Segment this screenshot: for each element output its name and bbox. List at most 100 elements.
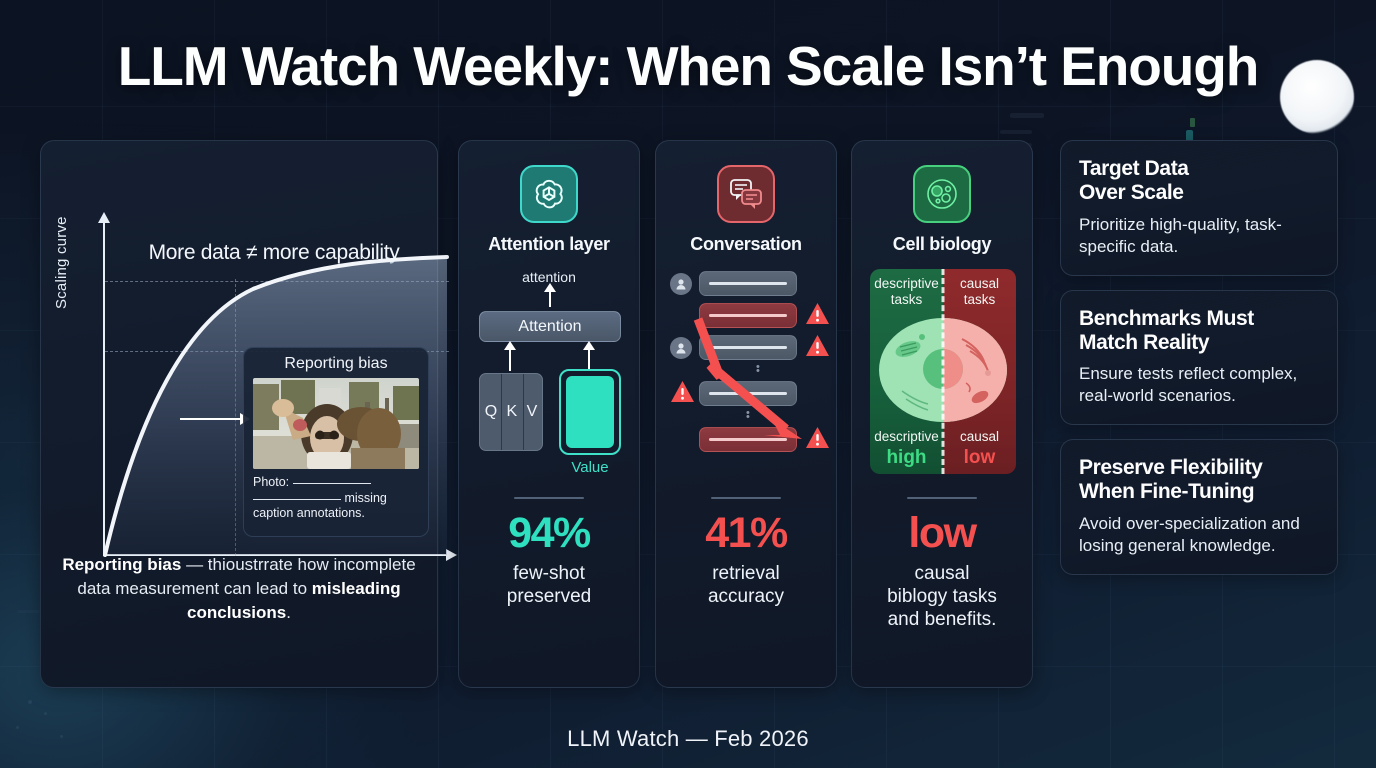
qkv-block: Q K V [479, 373, 543, 451]
takeaway-card-target-data[interactable]: Target Data Over Scale Prioritize high-q… [1060, 140, 1338, 276]
chart-title: More data ≠ more capability [148, 241, 400, 264]
caption-period: . [286, 603, 291, 623]
caption-blank [253, 498, 341, 500]
attention-diagram: attention Attention Q K V Value [471, 269, 627, 487]
k-label: K [506, 403, 518, 420]
chat-bubbles-icon [717, 165, 775, 223]
caption-blank [292, 483, 371, 484]
background-artifact [28, 700, 32, 704]
reporting-bias-inset: Reporting bias [243, 347, 429, 537]
scaling-curve-panel: Scaling curve More data ≠ more capabilit… [40, 140, 457, 688]
background-artifact [60, 735, 63, 738]
conversation-panel: Conversation [655, 140, 837, 688]
conversation-row [699, 303, 797, 328]
stat-value: 94% [508, 509, 591, 557]
takeaway-card-flexibility[interactable]: Preserve Flexibility When Fine-Tuning Av… [1060, 439, 1338, 575]
warning-icon [805, 334, 830, 362]
stat-label-line-1: retrieval [712, 563, 780, 584]
stat-label-line-3: and benefits. [887, 609, 997, 631]
descriptive-bottom-label: descriptive [874, 429, 939, 444]
arrow-up-icon [583, 341, 595, 371]
split-divider [941, 269, 945, 474]
takeaways-sidebar: Target Data Over Scale Prioritize high-q… [1060, 140, 1338, 589]
chart-panel-caption: Reporting bias — thioustrrate how incomp… [57, 553, 421, 625]
stat-label-line-1: causal [914, 563, 970, 584]
descriptive-tasks-label: descriptive tasks [874, 276, 939, 308]
caption-bold-tail: misleading conclusions [187, 579, 401, 623]
cell-biology-icon [913, 165, 971, 223]
conversation-row [670, 271, 797, 296]
scaling-chart: Scaling curve More data ≠ more capabilit… [53, 159, 457, 561]
attention-output-label: attention [522, 269, 576, 285]
inset-title: Reporting bias [284, 355, 388, 372]
arrow-up-icon [544, 283, 556, 307]
chart-callout-arrow [180, 413, 250, 425]
background-artifact [1000, 130, 1032, 134]
avatar [670, 272, 692, 295]
causal-bottom-label: causal [959, 429, 1000, 444]
warning-icon [805, 426, 830, 454]
ellipsis-dots: • • [756, 361, 760, 377]
stat-value: low [908, 509, 977, 557]
stat-value: 41% [705, 509, 788, 557]
arrow-up-icon [504, 341, 516, 371]
background-artifact [1190, 118, 1195, 127]
reporting-bias-photo [253, 378, 419, 469]
inset-caption: Photo: missing caption annotations. [253, 475, 419, 522]
background-artifact [1186, 130, 1193, 144]
page-title: LLM Watch Weekly: When Scale Isn’t Enoug… [117, 35, 1260, 97]
panel-title: Conversation [690, 234, 802, 254]
divider [514, 497, 584, 499]
card-title-line-2: Over Scale [1079, 181, 1184, 205]
background-artifact [44, 712, 47, 715]
panel-title: Attention layer [488, 234, 610, 254]
message-bubble [699, 271, 797, 296]
takeaway-card-benchmarks[interactable]: Benchmarks Must Match Reality Ensure tes… [1060, 289, 1338, 426]
card-body: Ensure tests reflect complex, real-world… [1079, 364, 1298, 406]
conversation-diagram: • • • • [668, 269, 829, 487]
background-moon-artifact [1280, 60, 1354, 134]
stat-label-line-2: preserved [506, 586, 592, 608]
causal-tasks-label: causal tasks [959, 276, 1000, 308]
cell-split-diagram: descriptive tasks causal tasks descripti… [864, 269, 1020, 487]
value-block [559, 369, 621, 455]
q-label: Q [484, 403, 498, 420]
v-label: V [526, 403, 538, 420]
stat-label-line-2: biblogy tasks [887, 586, 997, 608]
stat-label-line-1: few-shot [513, 563, 585, 584]
background-artifact [16, 726, 19, 729]
avatar [670, 336, 692, 359]
background-artifact [1010, 113, 1044, 118]
chart-y-axis [98, 212, 110, 556]
card-body: Prioritize high-quality, task-specific d… [1079, 214, 1282, 256]
causal-value: low [963, 447, 996, 468]
card-title-line-1: Preserve Flexibility [1079, 456, 1263, 480]
card-title-line-2: When Fine-Tuning [1079, 480, 1255, 504]
divider [907, 497, 977, 499]
divider [711, 497, 781, 499]
stat-label-line-2: accuracy [707, 586, 785, 608]
card-title-line-1: Target Data [1079, 157, 1189, 180]
footer-text: LLM Watch — Feb 2026 [567, 726, 809, 751]
warning-icon [805, 302, 830, 330]
caption-body: thioustrrate how incomplete data measure… [77, 555, 416, 599]
red-decline-arrow [693, 317, 802, 439]
openai-swirl-icon [520, 165, 578, 223]
chart-y-axis-label: Scaling curve [53, 216, 70, 309]
caption-end: caption annotations. [253, 506, 365, 521]
card-title-line-1: Benchmarks Must [1079, 306, 1254, 330]
caption-prefix: Photo: [253, 475, 290, 489]
caption-bold-lead: Reporting bias [62, 555, 182, 574]
card-body: Avoid over-specialization and losing gen… [1079, 513, 1300, 555]
cell-biology-panel: Cell biology [851, 140, 1033, 688]
descriptive-value: high [886, 447, 927, 468]
card-title-line-2: Match Reality [1079, 330, 1210, 354]
message-bubble-error [699, 303, 797, 328]
main-content: Scaling curve More data ≠ more capabilit… [0, 140, 1376, 690]
warning-icon [670, 380, 695, 408]
caption-mid: missing [344, 490, 387, 505]
attention-layer-panel: Attention layer attention Attention Q K … [458, 140, 640, 688]
attention-block: Attention [479, 311, 621, 342]
caption-dash: — [186, 555, 204, 574]
panel-title: Cell biology [892, 234, 992, 254]
